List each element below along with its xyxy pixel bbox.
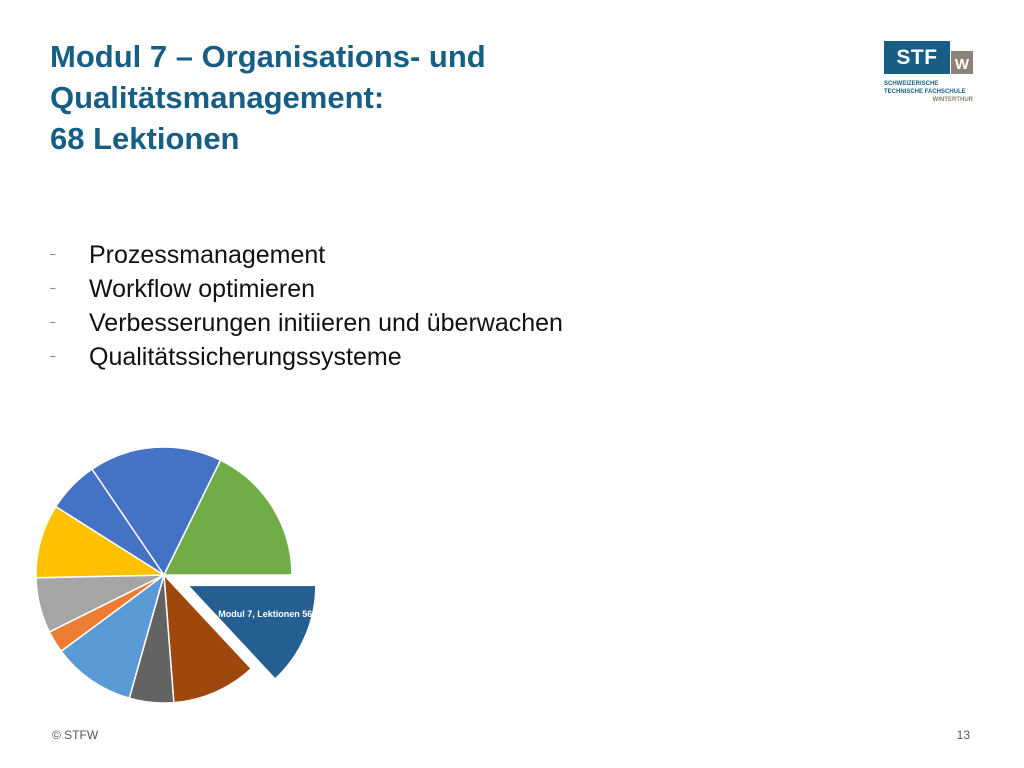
pie-slice (163, 572, 253, 704)
pie-slice (91, 446, 222, 577)
bullet-text: Prozessmanagement (89, 241, 326, 269)
bullet-text: Qualitätssicherungssysteme (89, 343, 402, 371)
bullet-marker: – (50, 249, 56, 260)
bullet-marker: – (50, 317, 56, 328)
pie-slice-modul-7 (186, 584, 317, 681)
title-line-1: Modul 7 – Organisations- und (50, 39, 486, 74)
lesson-pie-chart: Modul 7, Lektionen 56 (35, 446, 317, 704)
bullet-list: – Prozessmanagement – Workflow optimieren … (50, 238, 563, 374)
bullet-marker: – (50, 283, 56, 294)
bullet-item: – Workflow optimieren (50, 272, 563, 306)
slide-title: Modul 7 – Organisations- und Qualitätsma… (50, 36, 830, 159)
pie-data-label: Modul 7, Lektionen 56 (218, 609, 312, 619)
footer-copyright: © STFW (52, 728, 99, 742)
bullet-text: Workflow optimieren (89, 275, 316, 303)
logo-text-line-1: SCHWEIZERISCHE (884, 81, 939, 87)
logo-school-name: SCHWEIZERISCHE TECHNISCHE FACHSCHULE WIN… (884, 80, 976, 104)
bullet-item: – Prozessmanagement (50, 238, 563, 272)
logo-text-line-3: WINTERTHUR (932, 97, 973, 103)
pie-slice (60, 573, 166, 700)
logo-text-line-2: TECHNISCHE FACHSCHULE (884, 89, 966, 95)
logo-stf-block: STF (884, 41, 950, 74)
bullet-item: – Verbesserungen initiieren und überwache… (50, 306, 563, 340)
bullet-text: Verbesserungen initiieren und überwachen (89, 309, 563, 337)
title-line-3: 68 Lektionen (50, 121, 240, 156)
logo-w-block: W (951, 51, 973, 74)
pie-slice (162, 459, 293, 576)
bullet-item: – Qualitätssicherungssysteme (50, 340, 563, 374)
title-line-2: Qualitätsmanagement: (50, 80, 385, 115)
footer-page-number: 13 (956, 728, 970, 742)
bullet-marker: – (50, 351, 56, 362)
stfw-logo: STF W SCHWEIZERISCHE TECHNISCHE FACHSCHU… (884, 41, 976, 107)
